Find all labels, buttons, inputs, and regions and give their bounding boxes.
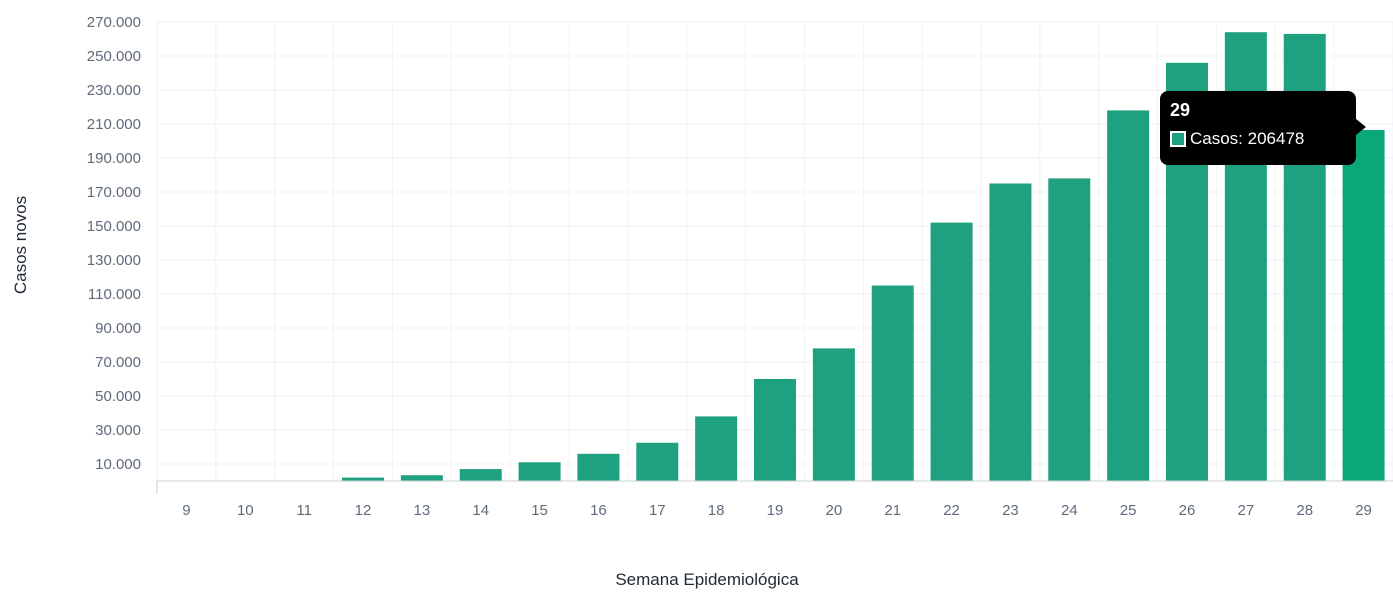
x-tick-label: 11 (296, 502, 312, 519)
bar-week-13[interactable] (400, 475, 443, 481)
series-swatch-icon (1170, 131, 1186, 147)
bar-week-18[interactable] (695, 416, 738, 481)
x-tick-label: 16 (590, 502, 607, 519)
bar-week-15[interactable] (518, 462, 561, 481)
x-tick-label: 19 (767, 502, 784, 519)
bar-week-14[interactable] (459, 469, 502, 481)
x-tick-label: 12 (355, 502, 372, 519)
y-tick-label: 10.000 (95, 456, 141, 473)
x-tick-label: 9 (182, 502, 190, 519)
bar-week-24[interactable] (1048, 178, 1091, 481)
x-tick-label: 21 (884, 502, 901, 519)
bar-week-16[interactable] (577, 453, 620, 481)
x-axis-ticks: 9 10 11 12 13 14 15 16 17 18 19 20 21 22 23 24 25 26 27 28 2… (182, 502, 1372, 519)
bar-week-19[interactable] (754, 379, 796, 481)
y-tick-label: 110.000 (88, 286, 141, 303)
tooltip-label: Casos: 206478 (1190, 129, 1305, 148)
x-tick-label: 10 (237, 502, 254, 519)
bar-tooltip: 29 Casos: 206478 (1160, 91, 1366, 165)
tooltip-title: 29 (1170, 100, 1191, 120)
y-tick-label: 250.000 (87, 48, 141, 65)
x-tick-label: 13 (414, 502, 431, 519)
x-tick-label: 18 (708, 502, 725, 519)
x-tick-label: 23 (1002, 502, 1019, 519)
x-tick-label: 28 (1296, 502, 1313, 519)
y-tick-label: 50.000 (95, 388, 141, 405)
x-tick-label: 20 (826, 502, 843, 519)
y-tick-label: 30.000 (95, 422, 141, 439)
y-tick-label: 70.000 (95, 354, 141, 371)
bar-week-25[interactable] (1107, 110, 1150, 482)
y-axis-ticks: 10.000 30.000 50.000 70.000 90.000 110.000 130… (87, 14, 141, 473)
x-tick-label: 24 (1061, 502, 1078, 519)
y-tick-label: 150.000 (87, 218, 141, 235)
bar-week-20[interactable] (812, 348, 855, 481)
x-tick-label: 25 (1120, 502, 1137, 519)
x-tick-label: 22 (943, 502, 960, 519)
bar-week-23[interactable] (989, 183, 1032, 482)
y-tick-label: 210.000 (87, 116, 141, 133)
y-tick-label: 230.000 (87, 82, 141, 99)
bar-week-12[interactable] (342, 477, 384, 481)
y-tick-label: 130.000 (87, 252, 141, 269)
x-tick-label: 27 (1238, 502, 1255, 519)
x-tick-label: 29 (1355, 502, 1372, 519)
x-tick-label: 14 (472, 502, 489, 519)
bar-week-29[interactable] (1342, 129, 1385, 481)
y-tick-label: 270.000 (87, 14, 141, 31)
x-axis-title: Semana Epidemiológica (615, 570, 799, 589)
x-tick-label: 17 (649, 502, 666, 519)
x-tick-label: 26 (1179, 502, 1196, 519)
y-tick-label: 190.000 (87, 150, 141, 167)
y-axis-title: Casos novos (11, 196, 30, 294)
y-tick-label: 90.000 (95, 320, 141, 337)
y-tick-label: 170.000 (87, 184, 141, 201)
bar-week-21[interactable] (871, 285, 914, 482)
x-tick-label: 15 (531, 502, 548, 519)
bar-week-17[interactable] (636, 442, 679, 481)
bar-week-22[interactable] (930, 222, 973, 481)
